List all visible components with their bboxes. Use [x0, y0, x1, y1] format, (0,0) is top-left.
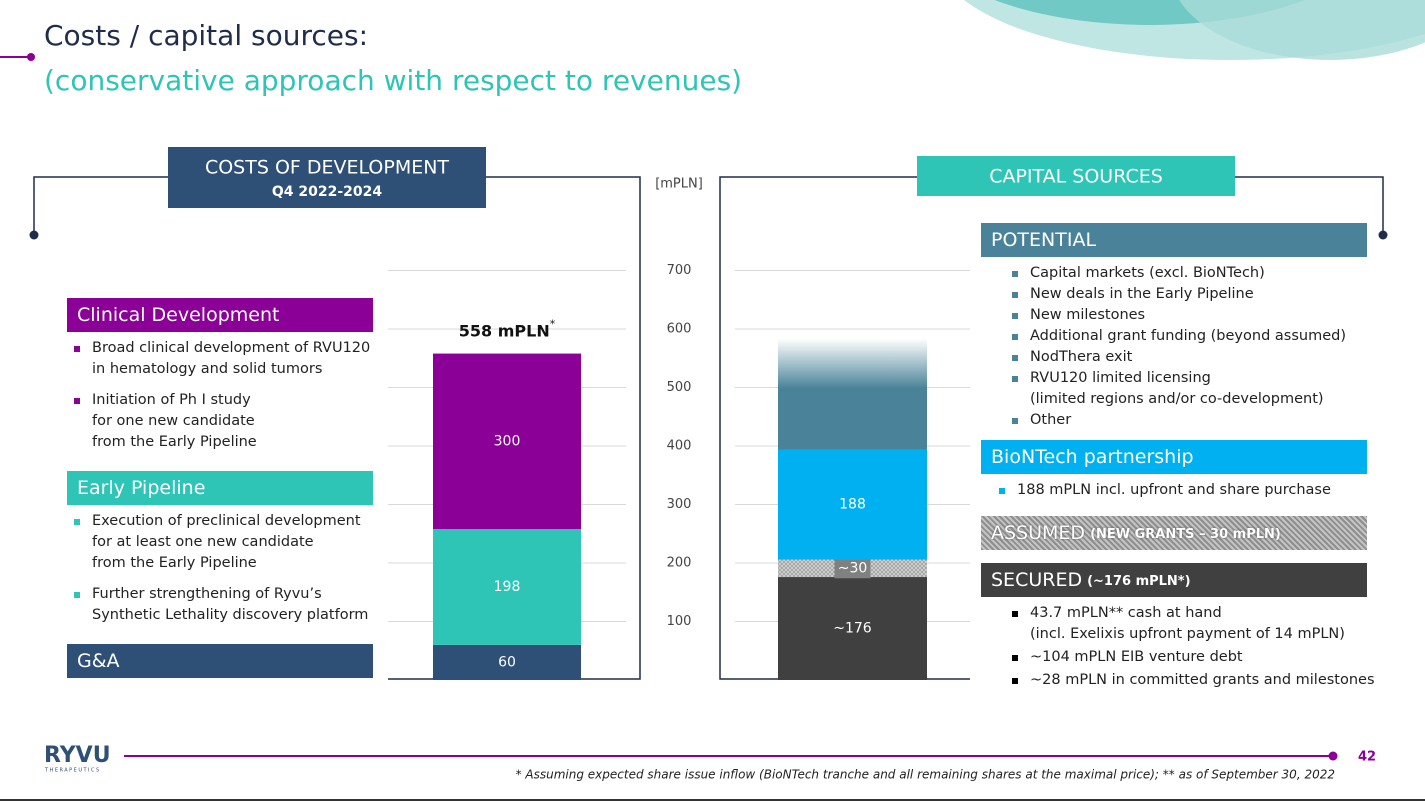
y-axis-label: [mPLN] — [655, 177, 703, 192]
bullet-text: for one new candidate — [92, 413, 255, 429]
logo-sub: THERAPEUTICS — [44, 768, 101, 774]
bullet-text: Initiation of Ph I study — [92, 392, 251, 408]
bar-segment — [778, 449, 927, 560]
value-label-box — [834, 558, 871, 579]
y-tick-label: 100 — [667, 614, 692, 629]
bullet-marker — [1012, 655, 1018, 661]
bar-segment — [433, 353, 581, 530]
legend-header: Early Pipeline — [67, 471, 373, 505]
bullet-text: Broad clinical development of RVU120 — [92, 340, 371, 356]
y-tick-label: 400 — [667, 439, 692, 454]
total-label-note: * — [550, 318, 556, 331]
bullet-marker — [74, 519, 80, 525]
legend-header: ASSUMED (NEW GRANTS – 30 mPLN) — [981, 516, 1367, 550]
bullet-text: 188 mPLN incl. upfront and share purchas… — [1017, 482, 1331, 498]
value-label: 188 — [839, 497, 866, 513]
legend-note: (~176 mPLN*) — [1087, 574, 1191, 589]
bullet-marker — [1012, 611, 1018, 617]
logo: RYVU — [44, 743, 111, 768]
bullet-marker — [1012, 271, 1018, 277]
bullet-marker — [1012, 355, 1018, 361]
legend-header: BioNTech partnership — [981, 440, 1367, 474]
chart-subtitle: Q4 2022-2024 — [272, 184, 383, 200]
bullet-marker — [1012, 313, 1018, 319]
value-label: 300 — [494, 433, 521, 449]
chart-title: COSTS OF DEVELOPMENT — [205, 157, 449, 179]
legend-name: BioNTech partnership — [991, 446, 1194, 468]
bar-segment — [778, 577, 927, 680]
frame-dot — [1378, 230, 1388, 240]
bar-segment — [433, 644, 581, 680]
value-label: 198 — [494, 579, 521, 595]
y-tick-label: 200 — [667, 556, 692, 571]
y-tick-label: 500 — [667, 380, 692, 395]
total-label: 558 mPLN* — [459, 318, 556, 341]
value-label: 60 — [498, 654, 516, 670]
total-label-text: 558 mPLN — [459, 321, 550, 340]
bullet-text: (incl. Exelixis upfront payment of 14 mP… — [1030, 626, 1345, 642]
y-tick-label: 300 — [667, 497, 692, 512]
value-label: ~30 — [838, 560, 868, 576]
bullet-text: NodThera exit — [1030, 349, 1133, 365]
bullet-text: from the Early Pipeline — [92, 555, 257, 571]
right-header-box — [917, 156, 1235, 196]
legend-name: Clinical Development — [77, 304, 280, 326]
frame-dot — [29, 230, 39, 240]
bullet-marker — [74, 346, 80, 352]
bullet-text: in hematology and solid tumors — [92, 361, 323, 377]
legend-header: POTENTIAL — [981, 223, 1367, 257]
bullet-text: Synthetic Lethality discovery platform — [92, 607, 369, 623]
bar-segment — [778, 338, 927, 450]
footer-dot — [1328, 751, 1338, 761]
legend-header: SECURED (~176 mPLN*) — [981, 563, 1367, 597]
y-tick-label: 600 — [667, 322, 692, 337]
bullet-text: from the Early Pipeline — [92, 434, 257, 450]
bullet-text: Additional grant funding (beyond assumed… — [1030, 328, 1346, 344]
legend-name: Early Pipeline — [77, 477, 206, 499]
bullet-marker — [1012, 678, 1018, 684]
value-label: ~176 — [833, 621, 872, 637]
bar-segment — [433, 529, 581, 645]
bullet-text: Capital markets (excl. BioNTech) — [1030, 265, 1265, 281]
y-tick-label: 700 — [667, 263, 692, 278]
wave — [1179, 0, 1425, 60]
bullet-text: Execution of preclinical development — [92, 513, 361, 529]
left-header-box — [168, 147, 486, 208]
footnote: * Assuming expected share issue inflow (… — [516, 768, 1335, 782]
legend-name: SECURED — [991, 569, 1083, 591]
bullet-text: (limited regions and/or co-development) — [1030, 391, 1324, 407]
slide-title: Costs / capital sources: — [44, 19, 368, 52]
accent-dot — [27, 53, 35, 61]
slide-subtitle: (conservative approach with respect to r… — [44, 64, 742, 97]
bullet-marker — [1012, 292, 1018, 298]
bullet-text: ~28 mPLN in committed grants and milesto… — [1030, 672, 1375, 688]
bullet-marker — [1012, 376, 1018, 382]
bullet-marker — [1012, 418, 1018, 424]
bullet-text: Other — [1030, 412, 1072, 428]
bullet-text: RVU120 limited licensing — [1030, 370, 1211, 386]
legend-name: ASSUMED — [991, 522, 1086, 544]
page-number: 42 — [1358, 750, 1376, 765]
legend-name: G&A — [77, 650, 120, 672]
bullet-marker — [999, 488, 1005, 494]
chart-title: CAPITAL SOURCES — [989, 166, 1163, 188]
bullet-marker — [74, 592, 80, 598]
bullet-text: Further strengthening of Ryvu’s — [92, 586, 322, 602]
bullet-text: New milestones — [1030, 307, 1146, 323]
legend-header: Clinical Development — [67, 298, 373, 332]
legend-name: POTENTIAL — [991, 229, 1097, 251]
bullet-text: ~104 mPLN EIB venture debt — [1030, 649, 1243, 665]
legend-header: G&A — [67, 644, 373, 678]
bullet-marker — [74, 398, 80, 404]
bullet-text: 43.7 mPLN** cash at hand — [1030, 605, 1222, 621]
bullet-marker — [1012, 334, 1018, 340]
bullet-text: New deals in the Early Pipeline — [1030, 286, 1254, 302]
legend-note: (NEW GRANTS – 30 mPLN) — [1090, 527, 1281, 542]
bullet-text: for at least one new candidate — [92, 534, 314, 550]
